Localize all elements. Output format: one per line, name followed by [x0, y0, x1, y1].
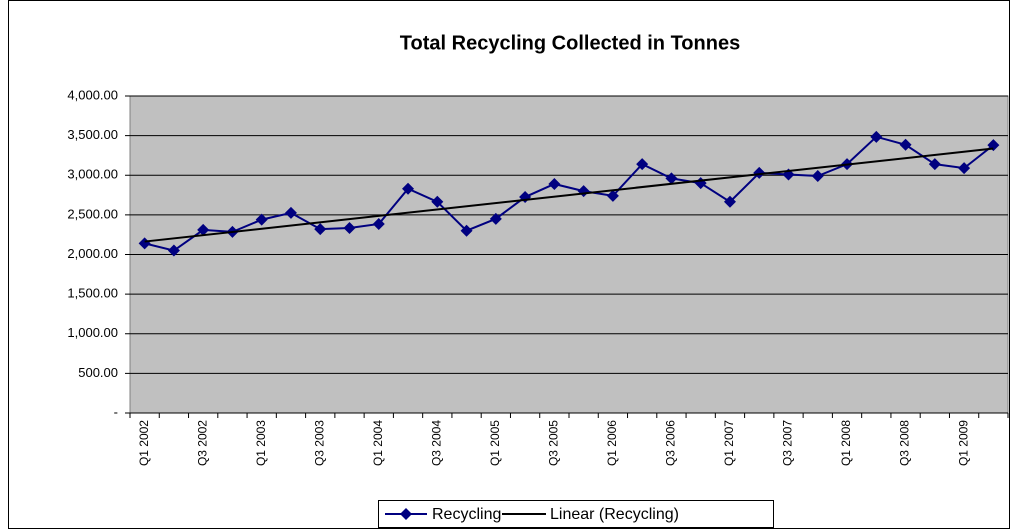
y-tick-label: 1,500.00: [67, 286, 118, 301]
marker: [870, 130, 883, 143]
y-tick-label: 3,500.00: [67, 127, 118, 142]
legend-label: Recycling: [432, 506, 501, 523]
x-tick-label: Q1 2009: [956, 420, 970, 466]
x-tick-label: Q3 2003: [312, 420, 326, 466]
x-tick-label: Q1 2004: [371, 420, 385, 466]
marker: [489, 212, 502, 225]
x-tick-label: Q3 2008: [898, 420, 912, 466]
marker: [928, 158, 941, 171]
marker: [431, 195, 444, 208]
marker: [314, 223, 327, 236]
marker: [372, 217, 385, 230]
y-tick-label: 4,000.00: [67, 87, 118, 102]
marker: [548, 177, 561, 190]
x-tick-label: Q1 2005: [488, 420, 502, 466]
x-tick-label: Q1 2003: [254, 420, 268, 466]
y-tick-label: 2,000.00: [67, 246, 118, 261]
y-tick-label: 3,000.00: [67, 167, 118, 182]
x-tick-label: Q1 2006: [605, 420, 619, 466]
x-tick-label: Q1 2008: [839, 420, 853, 466]
x-tick-label: Q1 2007: [722, 420, 736, 466]
marker: [958, 162, 971, 175]
x-tick-label: Q3 2002: [195, 420, 209, 466]
marker: [284, 206, 297, 219]
trendline: [144, 147, 994, 243]
y-tick-label: 500.00: [78, 365, 118, 380]
chart-title: Total Recycling Collected in Tonnes: [400, 32, 740, 54]
marker: [665, 172, 678, 185]
marker: [255, 213, 268, 226]
marker: [811, 170, 824, 183]
legend-swatch: [400, 508, 412, 520]
x-tick-label: Q3 2005: [547, 420, 561, 466]
marker: [402, 182, 415, 195]
marker: [167, 244, 180, 257]
marker: [753, 166, 766, 179]
marker: [606, 189, 619, 202]
marker: [636, 158, 649, 171]
x-tick-label: Q1 2002: [137, 420, 151, 466]
y-tick-label: -: [114, 404, 118, 419]
series-line: [144, 135, 994, 252]
x-tick-label: Q3 2004: [429, 420, 443, 466]
y-tick-label: 1,000.00: [67, 325, 118, 340]
marker: [723, 195, 736, 208]
marker: [899, 138, 912, 151]
marker: [343, 221, 356, 234]
x-tick-label: Q3 2007: [781, 420, 795, 466]
x-tick-label: Q3 2006: [664, 420, 678, 466]
marker: [460, 224, 473, 237]
y-tick-label: 2,500.00: [67, 206, 118, 221]
legend-label: Linear (Recycling): [550, 506, 679, 523]
legend: [378, 500, 774, 528]
marker: [197, 223, 210, 236]
